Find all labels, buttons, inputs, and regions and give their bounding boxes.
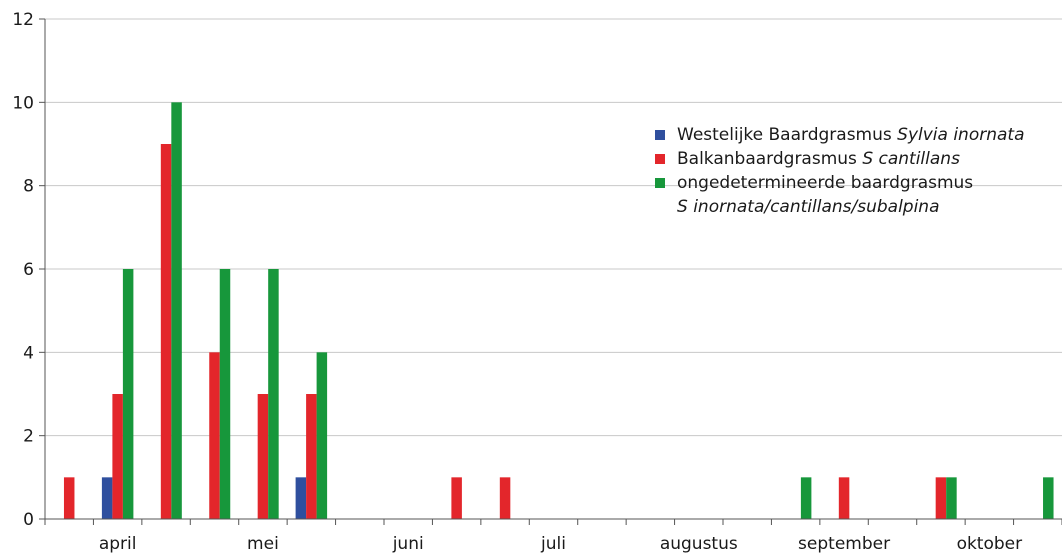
axes	[39, 18, 1062, 525]
x-month-label: april	[99, 534, 137, 554]
x-month-label: oktober	[957, 534, 1023, 554]
legend-swatch	[655, 154, 665, 164]
bar	[257, 394, 269, 519]
y-tick-label: 12	[12, 10, 34, 30]
legend-swatch	[655, 130, 665, 140]
y-tick-label: 10	[12, 93, 34, 113]
legend-label: Balkanbaardgrasmus S cantillans	[677, 149, 960, 169]
bar	[171, 102, 182, 519]
bar	[63, 477, 75, 519]
x-axis-month-labels: april mei juni juli augustus september oktober	[99, 534, 1022, 554]
x-month-label: mei	[247, 534, 279, 554]
bar	[1043, 477, 1054, 519]
y-tick-label: 0	[23, 510, 34, 530]
legend: Westelijke Baardgrasmus Sylvia inornata B…	[655, 125, 1025, 217]
y-tick-label: 6	[23, 260, 34, 280]
y-tick-label: 8	[23, 177, 34, 197]
legend-swatch	[655, 178, 665, 188]
bar	[101, 477, 113, 519]
bar	[295, 477, 307, 519]
bars	[63, 102, 1054, 519]
bar	[112, 394, 123, 519]
bar	[935, 477, 947, 519]
bar	[451, 477, 462, 519]
bar	[209, 352, 220, 519]
y-tick-label: 4	[23, 343, 34, 363]
y-axis-tick-labels: 0 2 4 6 8 10 12	[12, 10, 34, 530]
bar	[268, 269, 279, 519]
x-month-label: september	[798, 534, 890, 554]
bar	[219, 269, 231, 519]
y-tick-label: 2	[23, 427, 34, 447]
bar	[946, 477, 957, 519]
bar	[306, 394, 317, 519]
x-month-label: augustus	[660, 534, 738, 554]
gridlines	[45, 18, 1062, 437]
x-month-label: juni	[392, 534, 424, 554]
bar	[499, 477, 511, 519]
bar	[800, 477, 812, 519]
x-month-label: juli	[540, 534, 566, 554]
legend-label: ongedetermineerde baardgrasmus	[677, 173, 973, 193]
legend-label: Westelijke Baardgrasmus Sylvia inornata	[677, 125, 1025, 145]
bar	[122, 269, 134, 519]
bar	[160, 144, 172, 519]
legend-label-line2: S inornata/cantillans/subalpina	[677, 197, 940, 217]
bar	[838, 477, 850, 519]
bar	[316, 352, 328, 519]
